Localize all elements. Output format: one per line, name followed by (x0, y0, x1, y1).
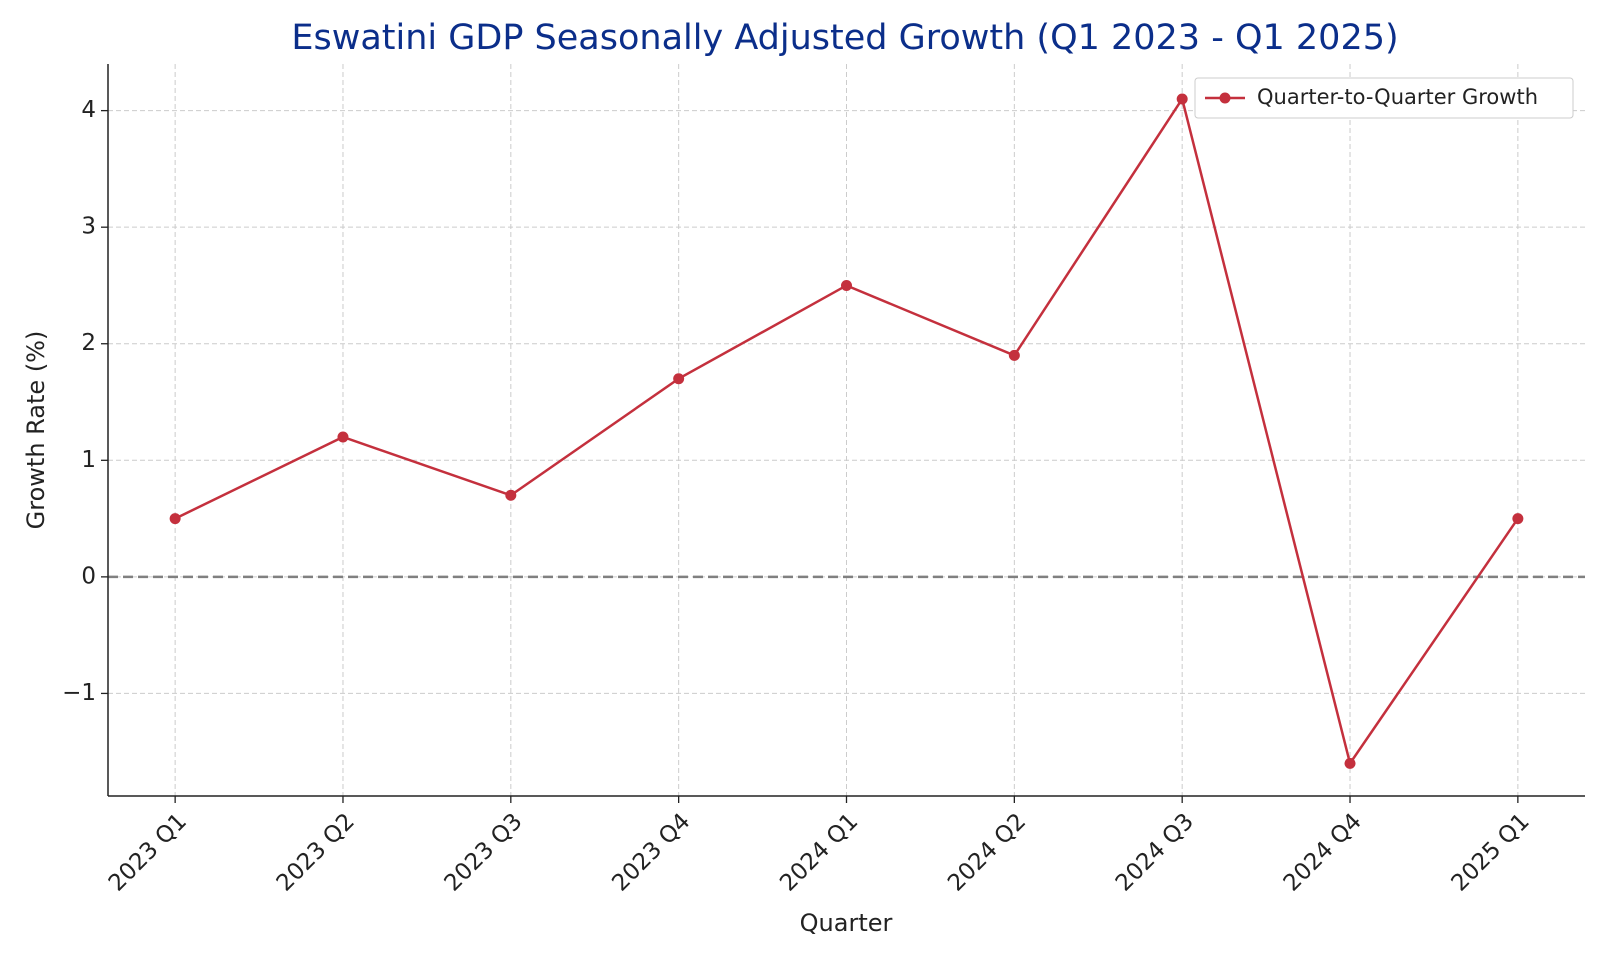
point (337, 431, 349, 443)
point (169, 513, 181, 525)
point (1512, 513, 1524, 525)
y-tick-label: 1 (81, 447, 96, 473)
x-tick-label: 2024 Q2 (943, 808, 1031, 896)
chart-title: Eswatini GDP Seasonally Adjusted Growth … (291, 18, 1398, 58)
y-tick-label: −1 (62, 680, 96, 706)
y-tick-label: 0 (81, 563, 96, 589)
x-tick-label: 2023 Q2 (272, 808, 360, 896)
y-tick-label: 3 (81, 214, 96, 240)
y-tick-label: 4 (81, 97, 96, 123)
legend-label: Quarter-to-Quarter Growth (1257, 85, 1538, 109)
x-tick-label: 2025 Q1 (1447, 808, 1535, 896)
x-tick-label: 2023 Q4 (607, 808, 695, 896)
x-tick-label: 2023 Q1 (104, 808, 192, 896)
y-axis-label: Growth Rate (%) (22, 331, 50, 530)
point (1344, 757, 1356, 769)
legend-marker (1219, 92, 1231, 104)
point (1176, 93, 1188, 105)
legend-box (1194, 77, 1574, 119)
x-tick-label: 2024 Q4 (1279, 808, 1367, 896)
x-axis-label: Quarter (800, 909, 893, 937)
x-tick-label: 2024 Q3 (1111, 808, 1199, 896)
x-tick-label: 2023 Q3 (440, 808, 528, 896)
point (1008, 349, 1020, 361)
point (673, 373, 685, 385)
point (841, 279, 852, 291)
point (505, 489, 517, 501)
y-tick-label: 2 (81, 330, 96, 356)
x-tick-label: 2024 Q1 (775, 808, 863, 896)
line (174, 95, 1519, 767)
